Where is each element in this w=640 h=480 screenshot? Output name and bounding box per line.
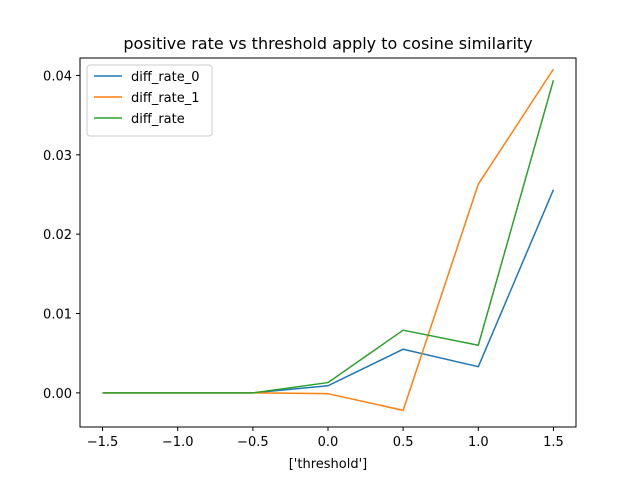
legend-label: diff_rate (131, 112, 185, 127)
legend: diff_rate_0 diff_rate_1 diff_rate (86, 64, 213, 137)
x-tick-label: 0.0 (318, 435, 339, 450)
series-line-diff_rate (102, 80, 555, 394)
x-axis-label: ['threshold'] (289, 457, 368, 472)
x-axis-ticks: −1.5 −1.0 −0.5 0.0 0.5 1.0 1.5 (87, 427, 564, 450)
y-tick-label: 0.01 (43, 308, 72, 323)
legend-label: diff_rate_1 (131, 91, 200, 106)
y-tick-label: 0.04 (43, 69, 72, 84)
y-tick-label: 0.02 (43, 228, 72, 243)
y-tick-label: 0.00 (43, 387, 72, 402)
x-tick-label: 1.5 (543, 435, 564, 450)
y-tick-label: 0.03 (43, 149, 72, 164)
y-axis-ticks: 0.00 0.01 0.02 0.03 0.04 (43, 69, 80, 402)
x-tick-label: 1.0 (468, 435, 489, 450)
legend-label: diff_rate_0 (131, 70, 200, 85)
series-lines (102, 68, 555, 412)
chart-title: positive rate vs threshold apply to cosi… (123, 34, 532, 53)
x-tick-label: −1.0 (162, 435, 194, 450)
x-tick-label: 0.5 (393, 435, 414, 450)
x-tick-label: −1.5 (87, 435, 119, 450)
x-tick-label: −0.5 (237, 435, 269, 450)
